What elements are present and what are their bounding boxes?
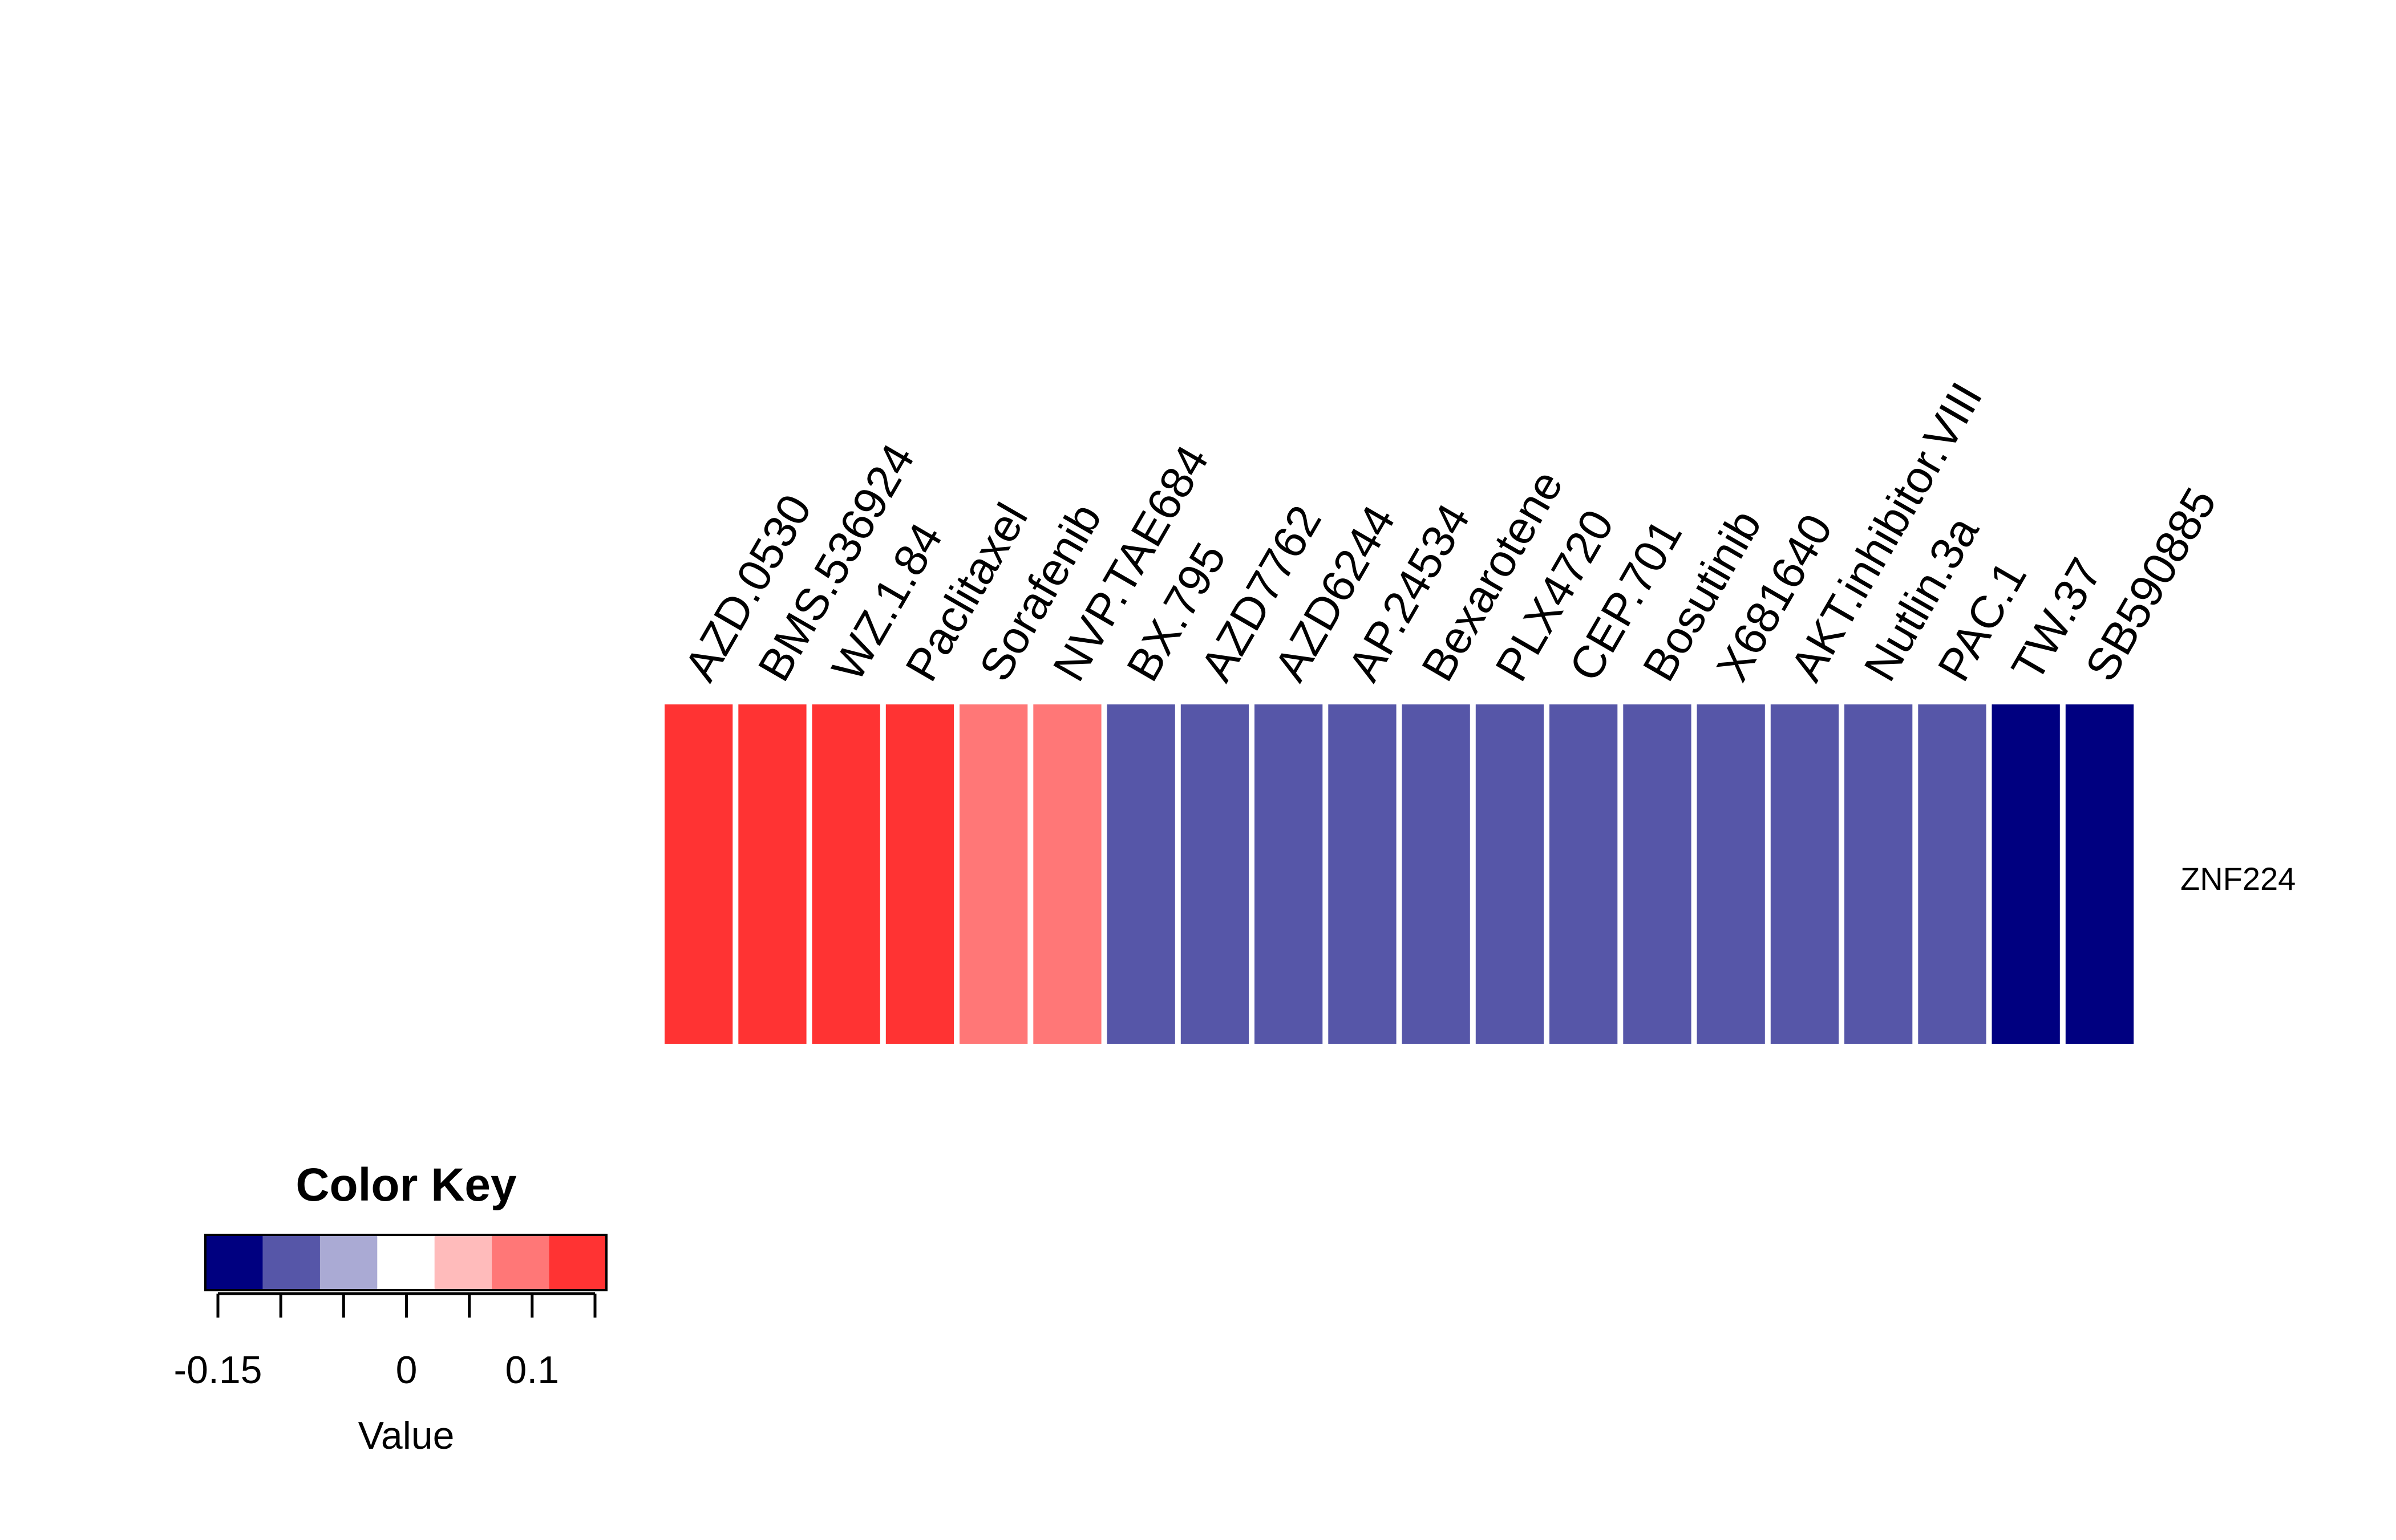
heatmap-cell-wz-1-84 (812, 704, 880, 1044)
heatmap-cell-sorafenib (960, 704, 1028, 1044)
heatmap-cell-bms-536924 (738, 704, 807, 1044)
color-key-swatch (549, 1235, 607, 1290)
color-key-swatch (262, 1235, 321, 1290)
heatmap-cell-plx4720 (1475, 704, 1544, 1044)
color-key-tick-label: 0 (396, 1348, 418, 1392)
heatmap-cell-sb590885 (2065, 704, 2134, 1044)
heatmap-cell-x681640 (1697, 704, 1765, 1044)
heatmap-cell-cep-701 (1549, 704, 1618, 1044)
color-key-swatch (377, 1235, 435, 1290)
color-key-tick-label: 0.1 (505, 1348, 560, 1392)
color-key-swatches (204, 1234, 608, 1291)
heatmap-cell-bx-795 (1107, 704, 1175, 1044)
color-key-swatch (319, 1235, 378, 1290)
heatmap-cell-nutlin-3a (1844, 704, 1913, 1044)
heatmap-cell-ap-24534 (1328, 704, 1397, 1044)
row-label-ZNF224: ZNF224 (2180, 861, 2296, 897)
color-key-swatch (434, 1235, 492, 1290)
color-key-title: Color Key (296, 1159, 517, 1211)
heatmap-cell-azd-0530 (665, 704, 733, 1044)
heatmap-cell-paclitaxel (885, 704, 954, 1044)
heatmap-cell-pac-1 (1918, 704, 1986, 1044)
heatmap-cell-azd6244 (1254, 704, 1323, 1044)
color-key-ticks: -0.15 0 0.1 (174, 1292, 597, 1392)
color-key-tick-label: -0.15 (174, 1348, 262, 1392)
heatmap-cell-nvp-tae684 (1033, 704, 1102, 1044)
heatmap-cell-tw-37 (1992, 704, 2060, 1044)
color-key-legend: Color Key -0.15 0 0.1 Value (174, 1159, 608, 1457)
heatmap-cell-akt-inhibitor-viii (1770, 704, 1839, 1044)
heatmap-cell-bosutinib (1623, 704, 1691, 1044)
column-labels: AZD.0530BMS.536924WZ.1.84PaclitaxelSoraf… (674, 374, 2226, 690)
heatmap-cell-bexarotene (1402, 704, 1470, 1044)
color-key-border (204, 1234, 608, 1291)
heatmap-cells (665, 704, 2134, 1044)
color-key-axis-label: Value (358, 1414, 455, 1457)
color-key-swatch (205, 1235, 263, 1290)
heatmap-cell-azd7762 (1180, 704, 1249, 1044)
color-key-swatch (492, 1235, 549, 1290)
